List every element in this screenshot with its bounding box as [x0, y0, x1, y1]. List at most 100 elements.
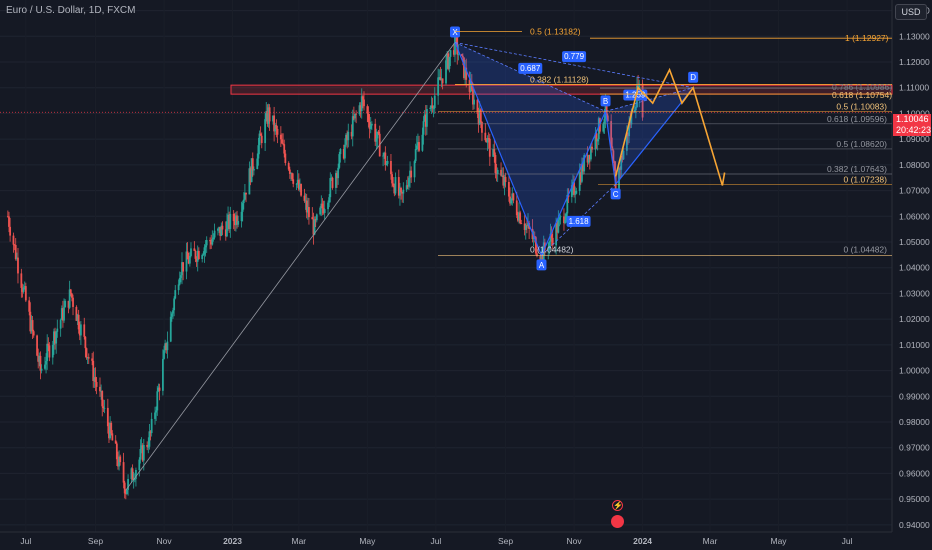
candle-body	[331, 177, 334, 188]
candle	[245, 192, 247, 203]
candle-body	[473, 99, 475, 105]
candle-body	[625, 132, 628, 151]
candle	[268, 104, 271, 131]
candle-body	[142, 444, 145, 461]
candle-body	[103, 407, 106, 409]
candle	[394, 172, 397, 196]
candle-body	[516, 215, 519, 221]
candle-body	[377, 131, 380, 134]
candle-body	[586, 155, 589, 163]
lightning-icon[interactable]: ⚡	[612, 500, 623, 511]
candle-body	[548, 241, 551, 250]
candle-body	[272, 115, 274, 122]
ratio-badge	[562, 51, 587, 63]
candle	[218, 226, 220, 233]
candle-body	[565, 213, 568, 220]
candle-body	[15, 257, 18, 259]
candle-body	[6, 216, 9, 218]
candle	[259, 126, 262, 136]
candle	[118, 450, 120, 471]
candle	[493, 139, 496, 163]
candle	[339, 148, 342, 163]
candle-body	[221, 225, 224, 230]
candle	[612, 148, 615, 164]
candle	[547, 242, 550, 260]
candle	[275, 119, 278, 138]
candle	[606, 113, 609, 122]
candle-body	[627, 132, 629, 137]
candle	[287, 161, 290, 172]
candle	[251, 152, 254, 177]
candle	[213, 223, 216, 240]
candle	[127, 474, 129, 496]
candle-body	[431, 105, 434, 109]
pattern-point-label: D	[690, 73, 696, 82]
candle-body	[257, 145, 260, 159]
fib-level-label: 0.618 (1.10754)	[832, 90, 892, 100]
candle	[244, 184, 246, 201]
time-tick-label: Nov	[567, 536, 583, 546]
candle	[274, 122, 277, 135]
candle	[174, 285, 177, 300]
candle-body	[164, 343, 167, 351]
candle-body	[76, 314, 79, 321]
candle	[161, 349, 164, 396]
candle	[523, 214, 526, 236]
time-tick-label: Mar	[703, 536, 718, 546]
event-icon[interactable]	[611, 515, 624, 528]
candle	[91, 353, 94, 366]
candle	[130, 467, 133, 484]
candle	[495, 164, 498, 182]
candle	[424, 105, 427, 136]
candle-body	[282, 143, 285, 145]
candle	[342, 144, 345, 160]
candle-body	[165, 343, 168, 351]
candle-body	[602, 124, 605, 132]
candle	[138, 457, 141, 477]
time-tick-label: Mar	[292, 536, 307, 546]
ratio-label: 1.618	[569, 217, 590, 226]
candle	[390, 154, 392, 180]
candle	[304, 193, 307, 210]
candle-body	[182, 262, 185, 272]
candle-body	[588, 154, 591, 160]
candle	[385, 160, 388, 166]
candle	[201, 253, 204, 263]
candle-body	[508, 182, 510, 197]
candle-body	[156, 391, 159, 411]
candle-body	[323, 209, 326, 213]
candle-body	[212, 237, 215, 240]
candle	[410, 166, 413, 183]
price-tick-label: 0.99000	[899, 391, 930, 401]
candle	[292, 173, 295, 188]
candle	[290, 172, 292, 181]
candle	[354, 113, 356, 122]
candle	[621, 152, 624, 163]
candle-body	[119, 456, 122, 463]
candle-body	[550, 233, 553, 238]
candle-body	[437, 77, 440, 96]
candle-body	[46, 343, 49, 362]
candle-body	[101, 391, 104, 407]
candle-body	[582, 163, 584, 172]
currency-button[interactable]: USD	[895, 4, 927, 20]
candle-body	[414, 149, 417, 162]
candle	[53, 328, 55, 355]
candle-body	[29, 311, 32, 332]
candle-body	[533, 236, 536, 238]
fib-level-label: 0 (1.04482)	[530, 244, 574, 254]
candle-body	[409, 170, 411, 178]
candle	[441, 78, 444, 90]
candle-body	[376, 131, 379, 139]
candle	[374, 118, 377, 146]
candle	[46, 334, 49, 370]
price-tick-label: 0.95000	[899, 494, 930, 504]
candle	[487, 132, 490, 149]
candle	[40, 364, 43, 374]
candle	[47, 337, 50, 352]
candle-body	[563, 216, 565, 224]
candle	[377, 129, 380, 136]
candle-body	[559, 216, 562, 218]
candle-body	[228, 214, 231, 229]
